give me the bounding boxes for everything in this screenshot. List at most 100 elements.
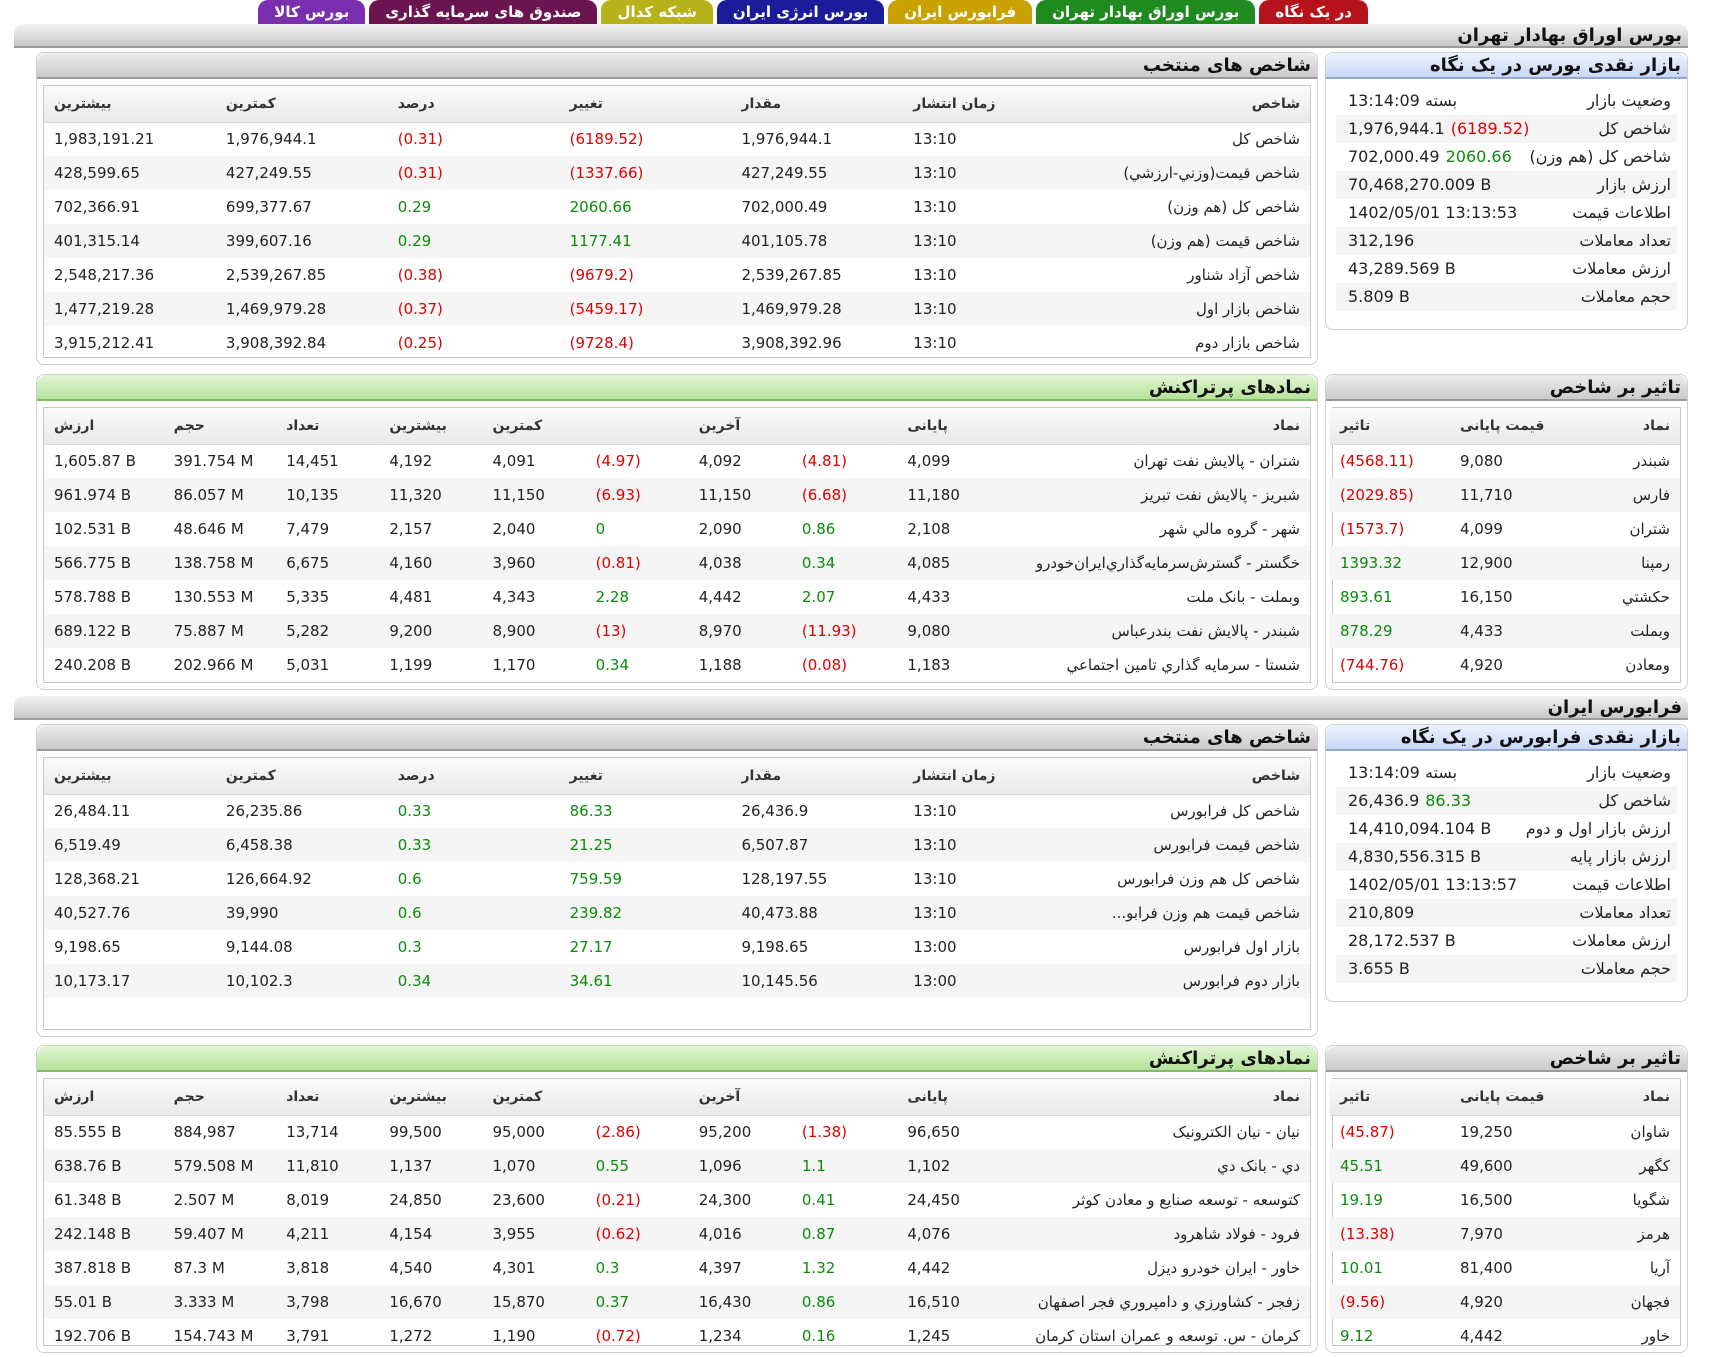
column-header[interactable]: بیشترین bbox=[44, 758, 216, 795]
table-row[interactable]: هرمز 7,970 (13.38) bbox=[1330, 1217, 1680, 1251]
column-header[interactable]: ارزش bbox=[44, 408, 164, 445]
column-header[interactable]: آخرین bbox=[688, 1079, 792, 1116]
tab-1[interactable]: بورس اوراق بهادار تهران bbox=[1036, 0, 1256, 26]
table-row[interactable]: شاخص بازار اول 13:10 1,469,979.28 (5459.17)… bbox=[44, 292, 1310, 326]
row-cell: 1,245 bbox=[907, 1327, 951, 1345]
column-header[interactable]: کمترین bbox=[482, 1079, 586, 1116]
table-row[interactable]: وبملت 4,433 878.29 bbox=[1330, 614, 1680, 648]
glance-value-cell: 14,410,094.104 B bbox=[1336, 815, 1491, 843]
table-row[interactable]: شگویا 16,500 19.19 bbox=[1330, 1183, 1680, 1217]
table-row[interactable]: شبريز - پالايش نفت تبريز 11,180 (6.68) 11,1… bbox=[44, 478, 1310, 512]
table-row[interactable]: ومعادن 4,920 (744.76) bbox=[1330, 648, 1680, 682]
table-row[interactable]: وبملت - بانک ملت 4,433 2.07 4,442 2.28 4,343 4… bbox=[44, 580, 1310, 614]
column-header[interactable]: نماد bbox=[1002, 408, 1310, 445]
table-row[interactable]: شتران - پالايش نفت تهران 4,099 (4.81) 4,092… bbox=[44, 444, 1310, 478]
column-header[interactable]: نماد bbox=[1565, 1079, 1680, 1116]
table-row[interactable]: کگهر 49,600 45.51 bbox=[1330, 1149, 1680, 1183]
table-row[interactable]: شاخص بازار دوم 13:10 3,908,392.96 (9728.4) (… bbox=[44, 326, 1310, 360]
column-header[interactable]: نماد bbox=[1002, 1079, 1310, 1116]
column-header[interactable]: کمترین bbox=[482, 408, 586, 445]
row-cell: 0.16 bbox=[801, 1327, 836, 1345]
column-header[interactable]: بیشترین bbox=[379, 408, 483, 445]
column-header[interactable]: پایانی bbox=[897, 1079, 1003, 1116]
row-cell: 86.057 M bbox=[163, 478, 277, 512]
glance-value: 70,468,270.009 B bbox=[1348, 175, 1492, 194]
column-header[interactable]: قیمت پایانی bbox=[1450, 408, 1565, 445]
table-row[interactable]: بازار دوم فرابورس 13:00 10,145.56 34.61 0.34… bbox=[44, 964, 1310, 998]
table-row[interactable]: شاخص قیمت(وزني-ارزشي) 13:10 427,249.55 (133… bbox=[44, 156, 1310, 190]
table-row[interactable]: آریا 81,400 10.01 bbox=[1330, 1251, 1680, 1285]
row-cell: 2,108 bbox=[907, 520, 951, 538]
column-header[interactable]: مقدار bbox=[731, 86, 904, 123]
table-row[interactable]: شاخص کل 13:10 1,976,944.1 (6189.52) (0.31) 1,… bbox=[44, 122, 1310, 156]
table-row[interactable]: شتران 4,099 (1573.7) bbox=[1330, 512, 1680, 546]
table-row[interactable]: خاور - ايران خودرو ديزل 4,442 1.32 4,397 0.3… bbox=[44, 1251, 1310, 1285]
table-row[interactable]: شاخص کل فرابورس 13:10 26,436.9 86.33 0.33 26,… bbox=[44, 794, 1310, 828]
table-row[interactable]: حکشتي 16,150 893.61 bbox=[1330, 580, 1680, 614]
table-row[interactable]: بازار اول فرابورس 13:00 9,198.65 27.17 0.3 9,… bbox=[44, 930, 1310, 964]
table-row[interactable]: شاخص کل (هم وزن) 13:10 702,000.49 2060.66 0.… bbox=[44, 190, 1310, 224]
column-header[interactable] bbox=[791, 1079, 898, 1116]
column-header[interactable]: تغییر bbox=[559, 758, 732, 795]
row-cell: 2,040 bbox=[492, 520, 536, 538]
table-row[interactable]: كتوسعه - توسعه صنايع و معادن کوثر 24,450 0… bbox=[44, 1183, 1310, 1217]
column-header[interactable]: شاخص bbox=[1075, 758, 1310, 795]
column-header[interactable]: پایانی bbox=[897, 408, 1003, 445]
column-header[interactable]: آخرین bbox=[688, 408, 792, 445]
column-header[interactable]: بیشترین bbox=[44, 86, 216, 123]
table-row[interactable]: شاخص قیمت (هم وزن) 13:10 401,105.78 1177.41… bbox=[44, 224, 1310, 258]
table-row[interactable]: شبندر 9,080 (4568.11) bbox=[1330, 444, 1680, 478]
glance-value: 1402/05/01 13:13:57 bbox=[1348, 875, 1518, 894]
table-row[interactable]: فجهان 4,920 (9.56) bbox=[1330, 1285, 1680, 1319]
table-row[interactable]: شستا - سرمايه گذاري تامين اجتماعي 1,183 (0… bbox=[44, 648, 1310, 682]
table-row[interactable]: رمپنا 12,900 1393.32 bbox=[1330, 546, 1680, 580]
column-header[interactable]: نماد bbox=[1565, 408, 1680, 445]
table-row[interactable]: شاخص کل هم وزن فرابورس 13:10 128,197.55 759… bbox=[44, 862, 1310, 896]
table-row[interactable]: شبندر - پالايش نفت بندرعباس 9,080 (11.93) 8… bbox=[44, 614, 1310, 648]
column-header[interactable]: درصد bbox=[387, 758, 560, 795]
column-header[interactable]: تاثیر bbox=[1330, 1079, 1450, 1116]
column-header[interactable]: زمان انتشار bbox=[903, 86, 1076, 123]
column-header[interactable]: تغییر bbox=[559, 86, 732, 123]
column-header[interactable]: تاثیر bbox=[1330, 408, 1450, 445]
column-header[interactable]: حجم bbox=[163, 1079, 277, 1116]
row-name: شبندر - پالايش نفت بندرعباس bbox=[1002, 614, 1310, 648]
tab-0[interactable]: در یک نگاه bbox=[1259, 0, 1368, 26]
table-row[interactable]: شاخص قیمت هم وزن فرابو... 13:10 40,473.88 2… bbox=[44, 896, 1310, 930]
column-header[interactable]: قیمت پایانی bbox=[1450, 1079, 1565, 1116]
column-header[interactable] bbox=[585, 408, 689, 445]
table-row[interactable]: فارس 11,710 (2029.85) bbox=[1330, 478, 1680, 512]
column-header[interactable]: کمترین bbox=[215, 758, 388, 795]
column-header[interactable]: کمترین bbox=[215, 86, 388, 123]
column-header[interactable]: ارزش bbox=[44, 1079, 164, 1116]
column-header[interactable]: بیشترین bbox=[379, 1079, 483, 1116]
column-header[interactable] bbox=[585, 1079, 689, 1116]
row-cell: 0.86 bbox=[801, 520, 836, 538]
tab-5[interactable]: صندوق های سرمایه گذاری bbox=[369, 0, 598, 26]
column-header[interactable]: حجم bbox=[163, 408, 277, 445]
column-header[interactable] bbox=[791, 408, 898, 445]
tab-2[interactable]: فرابورس ایران bbox=[888, 0, 1033, 26]
table-row[interactable]: كرمان - س. توسعه و عمران استان كرمان 1,24… bbox=[44, 1319, 1310, 1353]
column-header[interactable]: مقدار bbox=[731, 758, 904, 795]
tab-6[interactable]: بورس کالا bbox=[258, 0, 366, 26]
column-header[interactable]: زمان انتشار bbox=[903, 758, 1076, 795]
tab-4[interactable]: شبکه کدال bbox=[601, 0, 713, 26]
column-header[interactable]: تعداد bbox=[276, 408, 380, 445]
tab-3[interactable]: بورس انرژی ایران bbox=[716, 0, 885, 26]
column-header[interactable]: درصد bbox=[387, 86, 560, 123]
row-cell: (1.38) bbox=[801, 1123, 847, 1142]
glance-value: 28,172.537 B bbox=[1348, 931, 1456, 950]
table-row[interactable]: شاوان 19,250 (45.87) bbox=[1330, 1115, 1680, 1149]
table-row[interactable]: شاخص قیمت فرابورس 13:10 6,507.87 21.25 0.33 6… bbox=[44, 828, 1310, 862]
table-row[interactable]: شهر - گروه مالي شهر 2,108 0.86 2,090 0 2,040 2… bbox=[44, 512, 1310, 546]
table-row[interactable]: خگستر - گسترش‌سرمايه‌گذاري‌ايران‌خودرو 4,… bbox=[44, 546, 1310, 580]
column-header[interactable]: شاخص bbox=[1075, 86, 1310, 123]
table-row[interactable]: زفجر - کشاورزي و دامپروري فجر اصفهان 16,5… bbox=[44, 1285, 1310, 1319]
table-row[interactable]: خاور 4,442 9.12 bbox=[1330, 1319, 1680, 1353]
table-row[interactable]: فرود - فولاد شاهرود 4,076 0.87 4,016 (0.62) 3… bbox=[44, 1217, 1310, 1251]
table-row[interactable]: شاخص آزاد شناور 13:10 2,539,267.85 (9679.2)… bbox=[44, 258, 1310, 292]
table-row[interactable]: دي - بانک دي 1,102 1.1 1,096 0.55 1,070 1,137 1… bbox=[44, 1149, 1310, 1183]
table-row[interactable]: نيان - نيان الكترونيک 96,650 (1.38) 95,200 (… bbox=[44, 1115, 1310, 1149]
column-header[interactable]: تعداد bbox=[276, 1079, 380, 1116]
